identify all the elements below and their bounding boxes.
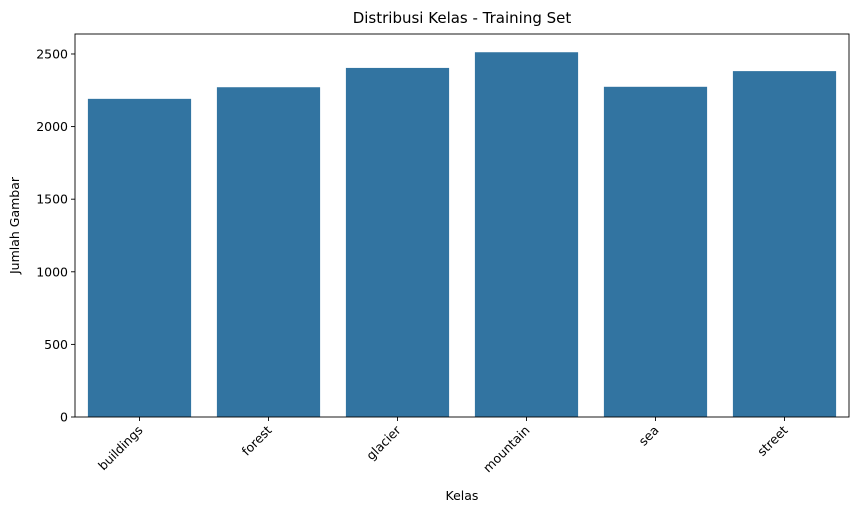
plot-frame: [74, 33, 850, 418]
x-tick-label-buildings: buildings: [95, 423, 146, 474]
bar-forest: [216, 87, 321, 418]
y-tick-label: 500: [44, 337, 68, 352]
y-tick-label: 0: [60, 410, 68, 425]
chart-title: Distribusi Kelas - Training Set: [353, 9, 572, 27]
y-tick-label: 2000: [36, 119, 68, 134]
bar-sea: [603, 86, 708, 417]
bars-group: [87, 52, 837, 418]
bar-buildings: [87, 98, 192, 417]
x-tick-label-glacier: glacier: [363, 422, 404, 463]
bar-mountain: [474, 52, 579, 417]
x-tick-label-forest: forest: [239, 422, 275, 458]
x-tick-label-sea: sea: [636, 423, 662, 449]
y-tick-label: 1000: [36, 264, 68, 279]
bar-glacier: [345, 67, 450, 417]
x-axis-label: Kelas: [446, 488, 479, 503]
bar-street: [732, 71, 837, 417]
x-axis: buildings forest glacier mountain sea street: [95, 417, 791, 475]
y-tick-label: 1500: [36, 192, 68, 207]
x-tick-label-mountain: mountain: [480, 423, 533, 476]
y-axis: 0 500 1000 1500 2000 2500: [36, 46, 75, 425]
x-tick-label-street: street: [754, 422, 791, 459]
y-tick-label: 2500: [36, 46, 68, 61]
y-axis-label: Jumlah Gambar: [7, 176, 22, 275]
